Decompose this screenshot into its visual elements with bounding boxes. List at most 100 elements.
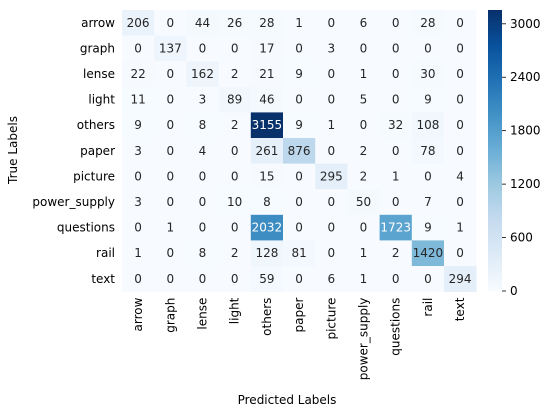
cell-value-label: 0 bbox=[166, 144, 174, 158]
heatmap-cell bbox=[122, 10, 155, 36]
cell-value-label: 294 bbox=[449, 272, 472, 286]
heatmap-cell bbox=[218, 86, 252, 113]
cell-value-label: 1 bbox=[134, 246, 142, 260]
cell-value-label: 0 bbox=[327, 16, 335, 30]
cell-value-label: 0 bbox=[199, 41, 207, 55]
cell-value-label: 15 bbox=[259, 169, 274, 183]
cell-value-label: 0 bbox=[295, 93, 303, 107]
cell-value-label: 0 bbox=[360, 221, 368, 235]
cell-value-label: 0 bbox=[231, 41, 239, 55]
heatmap-cell bbox=[154, 240, 187, 267]
heatmap-cell bbox=[250, 240, 284, 267]
cell-value-label: 21 bbox=[259, 67, 274, 81]
cell-value-label: 0 bbox=[456, 93, 464, 107]
heatmap-cell bbox=[283, 61, 316, 88]
heatmap-cell bbox=[154, 86, 187, 113]
cell-value-label: 295 bbox=[320, 169, 343, 183]
cell-value-label: 50 bbox=[356, 195, 371, 209]
cell-value-label: 0 bbox=[166, 93, 174, 107]
cell-value-label: 0 bbox=[360, 118, 368, 132]
heatmap-cell bbox=[444, 214, 477, 241]
cell-value-label: 0 bbox=[327, 221, 335, 235]
heatmap-cell bbox=[347, 189, 380, 216]
cell-value-label: 17 bbox=[259, 41, 274, 55]
x-tick-label: rail bbox=[421, 298, 435, 317]
cell-value-label: 1 bbox=[360, 67, 368, 81]
heatmap-cell bbox=[444, 189, 477, 216]
heatmap-cell bbox=[122, 189, 155, 216]
heatmap-cell bbox=[218, 189, 252, 216]
cell-value-label: 2032 bbox=[252, 221, 283, 235]
y-tick-label: arrow bbox=[81, 16, 115, 30]
heatmap-cell bbox=[154, 10, 187, 36]
y-tick-label: text bbox=[91, 272, 115, 286]
x-tick-label: picture bbox=[324, 298, 338, 340]
cell-value-label: 0 bbox=[360, 41, 368, 55]
cell-value-label: 22 bbox=[130, 67, 145, 81]
heatmap-cell bbox=[411, 61, 445, 88]
colorbar-gradient bbox=[488, 10, 502, 291]
heatmap-cell bbox=[379, 61, 413, 88]
cell-value-label: 0 bbox=[231, 169, 239, 183]
cell-value-label: 2 bbox=[392, 246, 400, 260]
y-tick-label: questions bbox=[57, 221, 115, 235]
cell-value-label: 0 bbox=[199, 169, 207, 183]
cell-value-label: 0 bbox=[199, 272, 207, 286]
cell-value-label: 2 bbox=[231, 118, 239, 132]
cell-value-label: 0 bbox=[456, 67, 464, 81]
heatmap-cell bbox=[122, 163, 155, 190]
heatmap-cell bbox=[283, 240, 316, 267]
heatmap-cell bbox=[154, 138, 187, 164]
heatmap-cell bbox=[444, 240, 477, 267]
cell-value-label: 5 bbox=[360, 93, 368, 107]
heatmap-cell bbox=[186, 163, 219, 190]
heatmap-cell bbox=[379, 214, 413, 241]
colorbar-tick-label: 0 bbox=[510, 284, 518, 298]
cell-value-label: 1 bbox=[456, 221, 464, 235]
heatmap-cell bbox=[379, 86, 413, 113]
heatmap-cell bbox=[315, 240, 348, 267]
heatmap-cell bbox=[379, 112, 413, 139]
heatmap-cell bbox=[315, 112, 348, 139]
cell-value-label: 7 bbox=[424, 195, 432, 209]
heatmap-cell bbox=[122, 266, 155, 292]
y-tick-label: picture bbox=[73, 169, 115, 183]
heatmap-cell bbox=[186, 61, 219, 88]
cell-value-label: 0 bbox=[456, 246, 464, 260]
heatmap-cell bbox=[411, 189, 445, 216]
cell-value-label: 1420 bbox=[413, 246, 444, 260]
heatmap-cell bbox=[250, 189, 284, 216]
heatmap-cell bbox=[186, 35, 219, 62]
heatmap-cell bbox=[315, 138, 348, 164]
cell-value-label: 0 bbox=[392, 41, 400, 55]
heatmap-cell bbox=[250, 10, 284, 36]
heatmap-cell bbox=[250, 163, 284, 190]
x-tick-labels: arrow graph lense light others paper picture po… bbox=[131, 297, 467, 380]
heatmap-cell bbox=[218, 138, 252, 164]
heatmap-cell bbox=[122, 35, 155, 62]
x-tick-label: questions bbox=[389, 298, 403, 356]
heatmap-cell bbox=[444, 138, 477, 164]
cell-value-label: 0 bbox=[327, 195, 335, 209]
colorbar-tick-label: 2400 bbox=[510, 70, 541, 84]
cell-value-label: 28 bbox=[259, 16, 274, 30]
cell-value-label: 0 bbox=[424, 272, 432, 286]
heatmap-cell bbox=[154, 35, 187, 62]
cell-value-label: 0 bbox=[392, 67, 400, 81]
cell-value-label: 0 bbox=[456, 16, 464, 30]
cell-value-label: 8 bbox=[263, 195, 271, 209]
cell-value-label: 0 bbox=[392, 195, 400, 209]
x-axis-label: Predicted Labels bbox=[238, 393, 337, 407]
heatmap-cell bbox=[218, 10, 252, 36]
x-tick-label: text bbox=[453, 297, 467, 321]
cell-value-label: 0 bbox=[456, 144, 464, 158]
cell-value-label: 128 bbox=[255, 246, 278, 260]
cell-value-label: 0 bbox=[424, 41, 432, 55]
heatmap-cell bbox=[444, 163, 477, 190]
colorbar: 0 600 1200 1800 2400 3000 bbox=[488, 10, 541, 298]
cell-value-label: 0 bbox=[295, 195, 303, 209]
heatmap-cell bbox=[347, 86, 380, 113]
heatmap-cell bbox=[122, 240, 155, 267]
heatmap-cell bbox=[283, 35, 316, 62]
